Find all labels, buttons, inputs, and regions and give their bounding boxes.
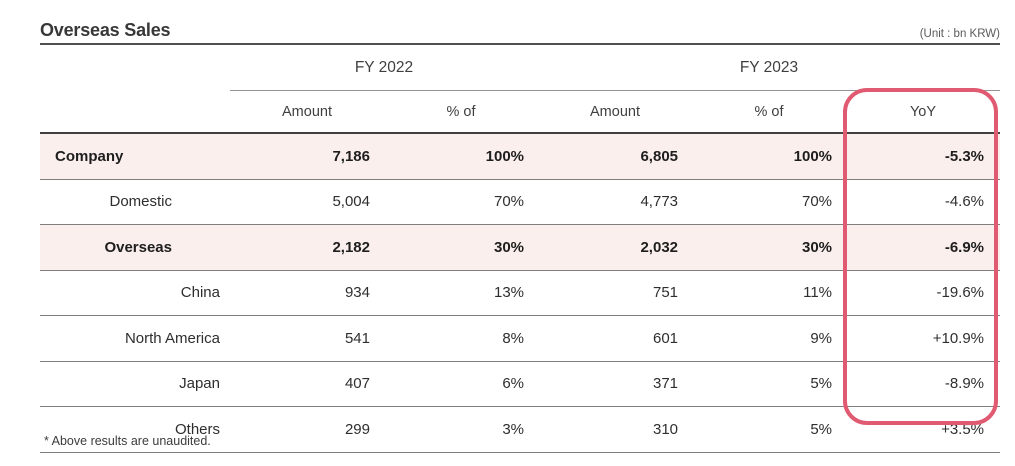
- cell-amount-fy2023: 371: [538, 361, 693, 407]
- table-row: Company 7,186 100% 6,805 100% -5.3%: [40, 133, 1001, 180]
- col-header-pct-fy2022: % of: [384, 90, 539, 134]
- cell-amount-fy2022: 2,182: [230, 224, 384, 271]
- row-label: Company: [40, 133, 230, 180]
- corner-cell: [40, 45, 230, 91]
- cell-pct-fy2022: 70%: [384, 179, 539, 225]
- table-row: North America 541 8% 601 9% +10.9%: [40, 315, 1001, 362]
- header: Overseas Sales (Unit : bn KRW): [40, 0, 1000, 45]
- cell-pct-fy2022: 30%: [384, 224, 539, 271]
- cell-pct-fy2022: 100%: [384, 133, 539, 180]
- group-header-fy2023: FY 2023: [538, 45, 1001, 91]
- row-label: Japan: [40, 361, 230, 407]
- cell-amount-fy2023: 6,805: [538, 133, 693, 180]
- row-label: Domestic: [40, 179, 230, 225]
- table-row: Overseas 2,182 30% 2,032 30% -6.9%: [40, 224, 1001, 271]
- cell-pct-fy2023: 5%: [692, 406, 847, 453]
- cell-amount-fy2022: 7,186: [230, 133, 384, 180]
- cell-amount-fy2022: 299: [230, 406, 384, 453]
- table-row: Others 299 3% 310 5% +3.5%: [40, 406, 1001, 453]
- cell-pct-fy2023: 100%: [692, 133, 847, 180]
- cell-pct-fy2022: 6%: [384, 361, 539, 407]
- overseas-sales-table: FY 2022 FY 2023 Amount % of Amount % of …: [40, 45, 1001, 453]
- cell-yoy: -8.9%: [846, 361, 1001, 407]
- col-header-amount-fy2022: Amount: [230, 90, 384, 134]
- cell-pct-fy2022: 3%: [384, 406, 539, 453]
- cell-amount-fy2023: 310: [538, 406, 693, 453]
- cell-amount-fy2023: 4,773: [538, 179, 693, 225]
- cell-amount-fy2022: 541: [230, 315, 384, 362]
- unit-note: (Unit : bn KRW): [919, 28, 1000, 40]
- cell-pct-fy2022: 8%: [384, 315, 539, 362]
- table-row: China 934 13% 751 11% -19.6%: [40, 270, 1001, 316]
- cell-amount-fy2022: 934: [230, 270, 384, 316]
- cell-pct-fy2023: 9%: [692, 315, 847, 362]
- cell-pct-fy2023: 11%: [692, 270, 847, 316]
- col-header-yoy: YoY: [846, 90, 1001, 134]
- cell-pct-fy2023: 70%: [692, 179, 847, 225]
- col-header-pct-fy2023: % of: [692, 90, 847, 134]
- cell-yoy: -6.9%: [846, 224, 1001, 271]
- table-row: Domestic 5,004 70% 4,773 70% -4.6%: [40, 179, 1001, 225]
- row-label: Overseas: [40, 224, 230, 271]
- cell-pct-fy2023: 5%: [692, 361, 847, 407]
- cell-yoy: -19.6%: [846, 270, 1001, 316]
- cell-amount-fy2022: 407: [230, 361, 384, 407]
- cell-yoy: +3.5%: [846, 406, 1001, 453]
- cell-yoy: +10.9%: [846, 315, 1001, 362]
- page-title: Overseas Sales: [40, 20, 171, 40]
- group-header-row: FY 2022 FY 2023: [40, 45, 1001, 91]
- cell-amount-fy2023: 751: [538, 270, 693, 316]
- cell-yoy: -4.6%: [846, 179, 1001, 225]
- row-label: China: [40, 270, 230, 316]
- row-label: Others: [40, 406, 230, 453]
- footnote: * Above results are unaudited.: [44, 434, 211, 448]
- cell-pct-fy2022: 13%: [384, 270, 539, 316]
- cell-pct-fy2023: 30%: [692, 224, 847, 271]
- cell-amount-fy2022: 5,004: [230, 179, 384, 225]
- row-label: North America: [40, 315, 230, 362]
- column-header-row: Amount % of Amount % of YoY: [40, 90, 1001, 134]
- col-header-amount-fy2023: Amount: [538, 90, 693, 134]
- table-row: Japan 407 6% 371 5% -8.9%: [40, 361, 1001, 407]
- cell-amount-fy2023: 2,032: [538, 224, 693, 271]
- cell-yoy: -5.3%: [846, 133, 1001, 180]
- corner-cell: [40, 90, 230, 134]
- group-header-fy2022: FY 2022: [230, 45, 539, 91]
- cell-amount-fy2023: 601: [538, 315, 693, 362]
